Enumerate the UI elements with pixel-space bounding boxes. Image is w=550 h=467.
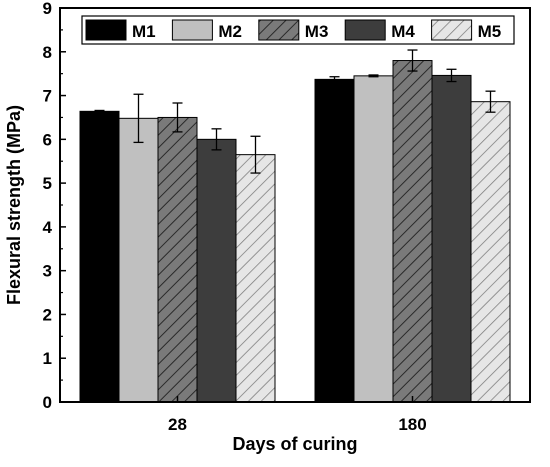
bar-m5-180	[470, 101, 511, 403]
legend-label-m5: M5	[478, 22, 502, 41]
bar-m4-28	[196, 138, 237, 403]
legend-label-m3: M3	[305, 22, 329, 41]
y-tick-label: 3	[43, 262, 52, 281]
bar-m1-180	[314, 78, 355, 403]
bar-m5-28	[235, 154, 276, 403]
legend-swatch-m1	[85, 19, 127, 41]
bar-m3-180	[392, 60, 433, 403]
y-tick-label: 2	[43, 305, 52, 324]
legend-label-m1: M1	[132, 22, 156, 41]
bar-m2-180	[353, 75, 394, 403]
legend-swatch-m2	[171, 19, 213, 41]
x-axis-title: Days of curing	[232, 434, 357, 454]
y-tick-label: 9	[43, 0, 52, 18]
error-bars-layer	[94, 49, 496, 174]
x-axis: 28 180	[168, 396, 427, 434]
legend-swatch-m5	[431, 19, 473, 41]
bar-m1-28	[79, 110, 120, 403]
y-tick-label: 4	[43, 218, 53, 237]
bars-layer	[79, 60, 511, 403]
legend-swatch-m4	[344, 19, 386, 41]
y-axis: 0 1 2 3 4 5 6 7 8 9	[43, 0, 66, 412]
y-tick-label: 1	[43, 349, 52, 368]
y-tick-label: 6	[43, 130, 52, 149]
y-tick-label: 5	[43, 174, 52, 193]
y-axis-title: Flexural strength (MPa)	[4, 105, 24, 305]
bar-m4-180	[431, 74, 472, 403]
bar-m2-28	[118, 117, 159, 403]
legend: M1 M2 M3 M4 M5	[81, 15, 515, 45]
y-tick-label: 0	[43, 393, 52, 412]
y-tick-label: 8	[43, 43, 52, 62]
bar-m3-28	[157, 116, 198, 403]
legend-label-m4: M4	[391, 22, 415, 41]
x-tick-label: 28	[168, 415, 187, 434]
legend-swatch-m3	[258, 19, 300, 41]
x-tick-label: 180	[398, 415, 426, 434]
legend-label-m2: M2	[218, 22, 242, 41]
y-tick-label: 7	[43, 87, 52, 106]
